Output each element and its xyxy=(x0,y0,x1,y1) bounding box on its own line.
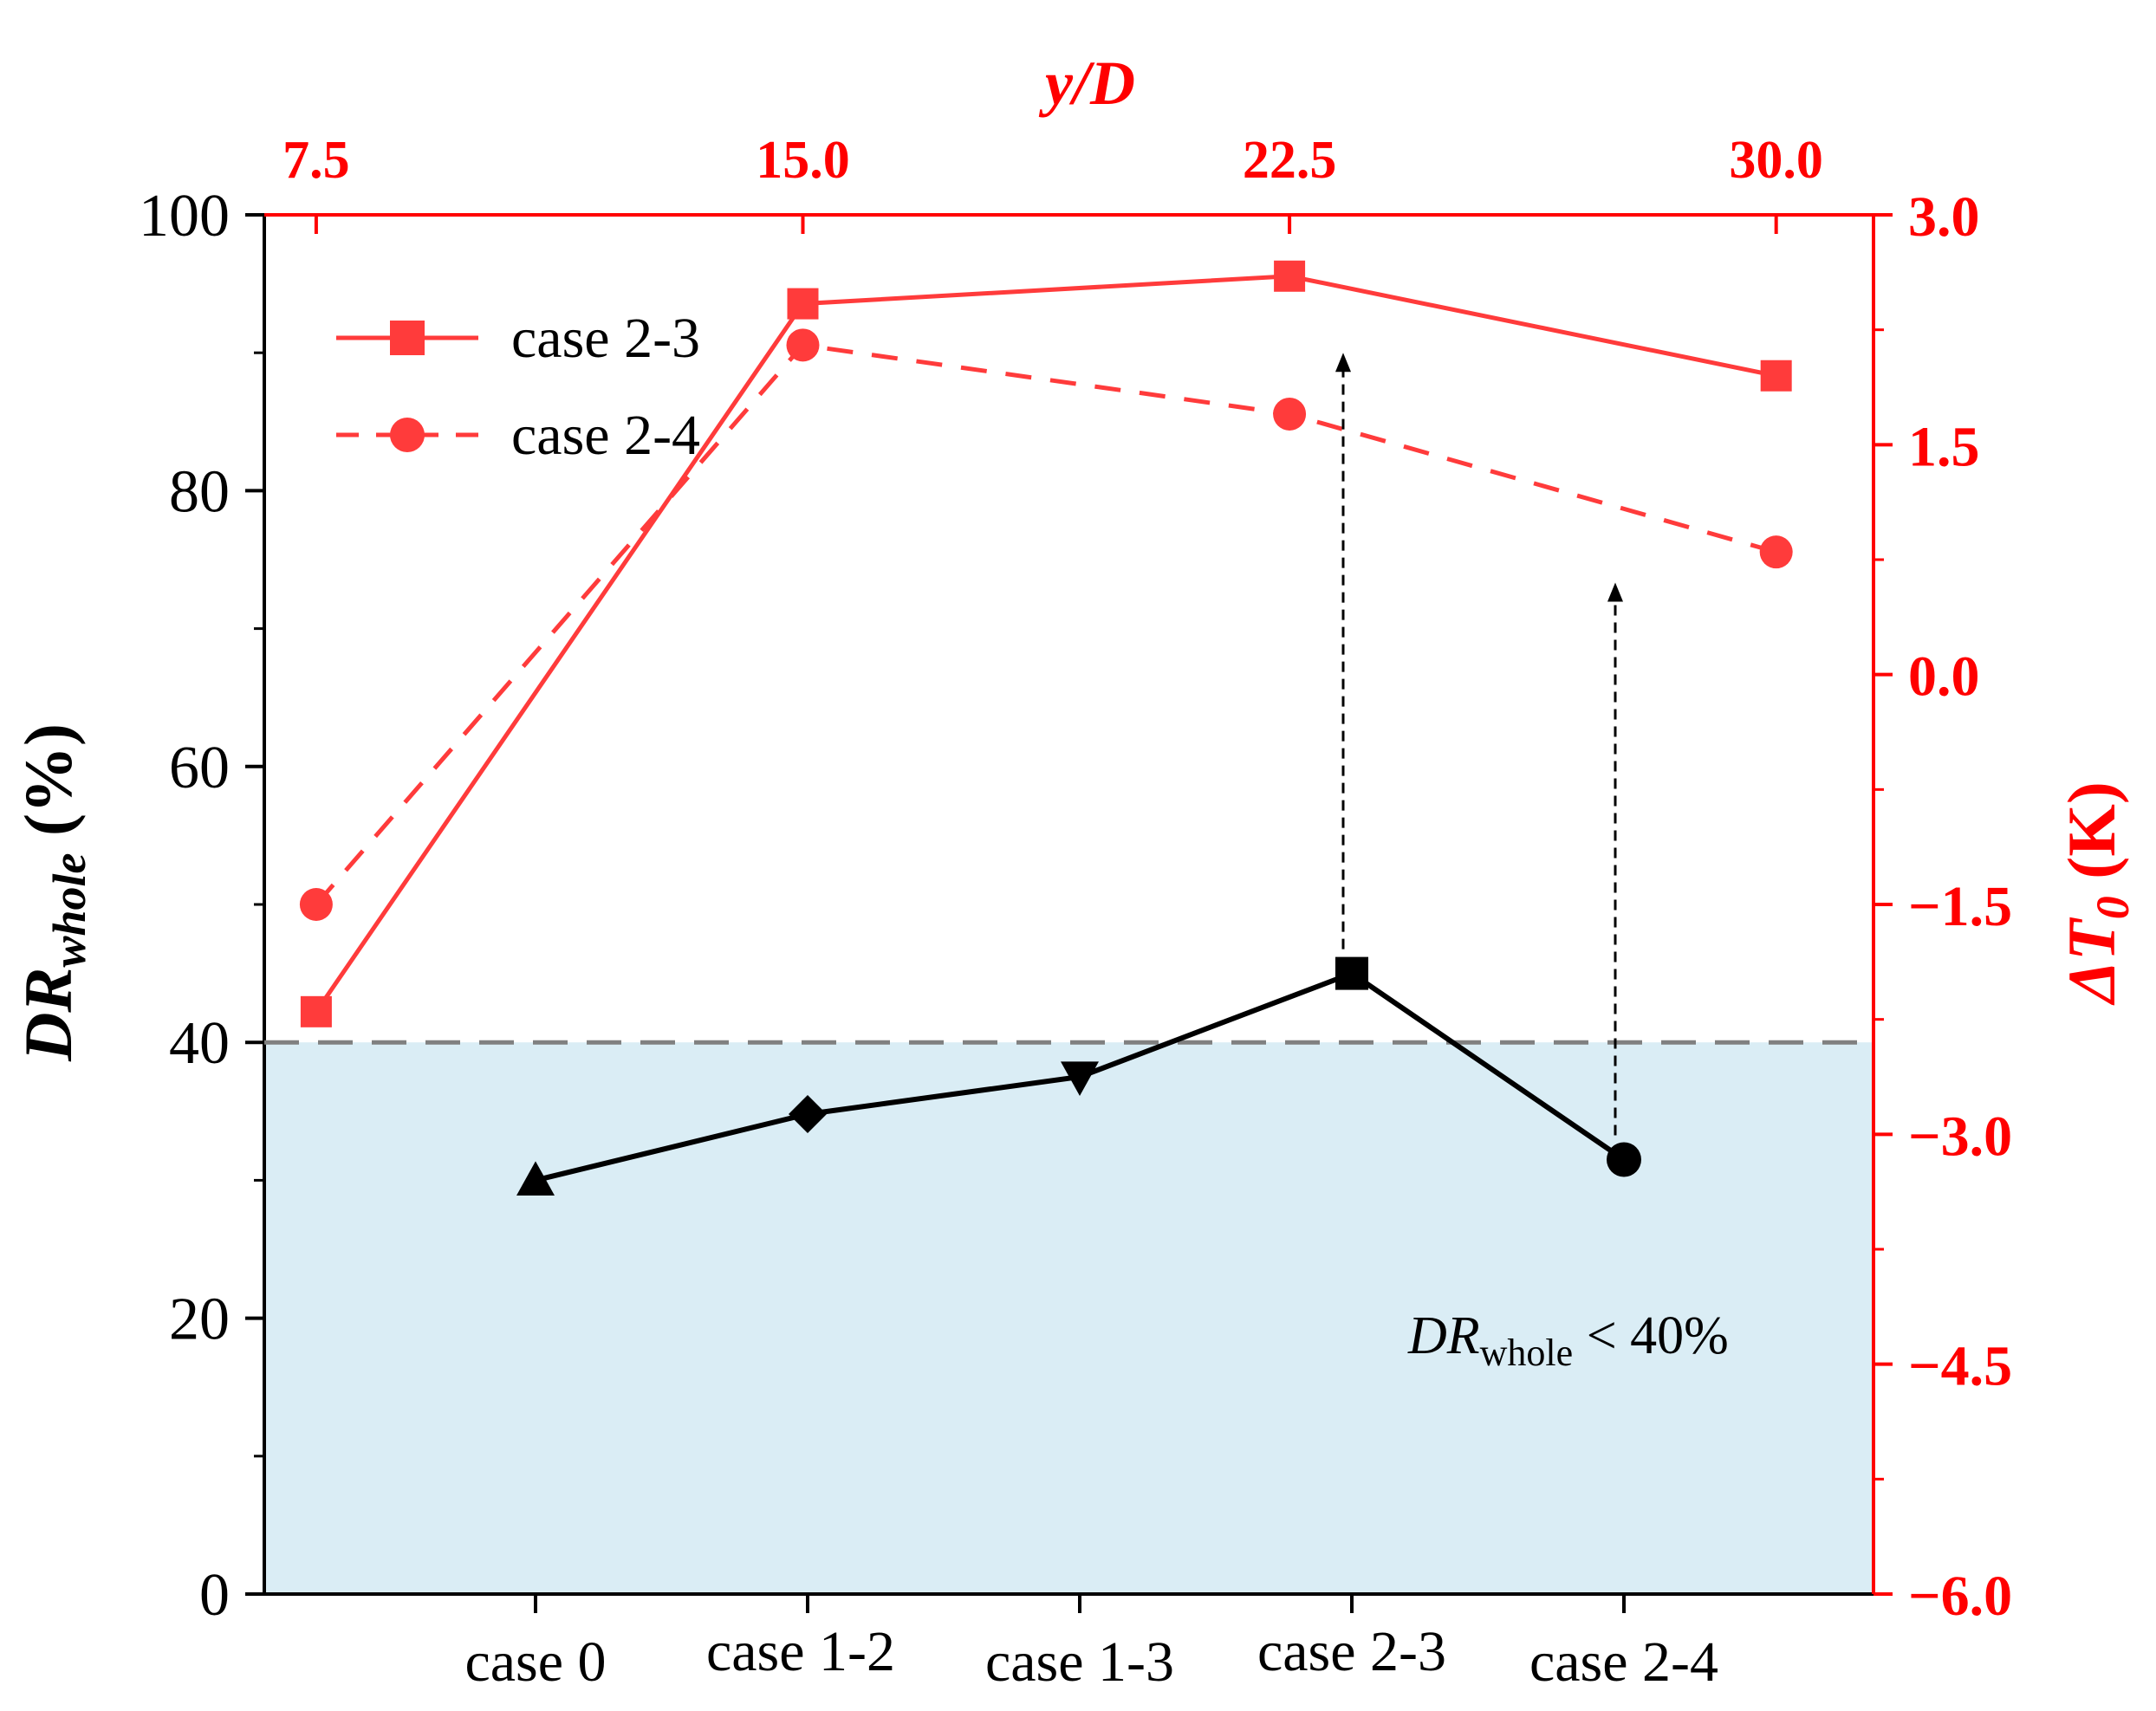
delta-t0-series xyxy=(299,260,1793,1027)
bottom-tick-label: case 0 xyxy=(464,1630,606,1694)
left-axis-title-unit: (%) xyxy=(10,723,86,852)
bottom-tick-label: case 2-4 xyxy=(1529,1630,1718,1694)
right-axis-ticks: 3.0 1.5 0.0 −1.5 −3.0 −4.5 −6.0 xyxy=(1874,185,2012,1628)
bottom-tick-label: case 1-3 xyxy=(985,1630,1174,1694)
right-tick-label: −1.5 xyxy=(1908,875,2012,938)
right-axis-title-main: ΔT xyxy=(2054,917,2129,1006)
bottom-axis-ticks: case 0 case 1-2 case 1-3 case 2-3 case 2-4 xyxy=(464,1594,1718,1694)
legend-marker-circle xyxy=(390,418,425,452)
delta-point-circle xyxy=(299,888,333,921)
delta-point-square xyxy=(300,995,332,1027)
left-axis-title-main: DR xyxy=(10,968,86,1062)
delta-point-square xyxy=(787,288,819,320)
delta-series-line-1 xyxy=(314,274,1777,1014)
right-tick-label: 0.0 xyxy=(1908,645,1980,709)
region-label-main: DR xyxy=(1407,1306,1480,1365)
bottom-tick-label: case 1-2 xyxy=(706,1620,895,1683)
top-tick-label: 15.0 xyxy=(756,131,850,190)
left-axis-title: DRwhole (%) xyxy=(10,723,95,1062)
top-axis-title: y/D xyxy=(1038,49,1135,118)
left-tick-label: 60 xyxy=(169,735,230,801)
delta-point-square xyxy=(1274,260,1306,292)
delta-point-circle xyxy=(1273,397,1307,431)
delta-point-circle xyxy=(786,328,820,362)
dr-point-triangle-up xyxy=(516,1161,555,1196)
region-label-sub: whole xyxy=(1480,1332,1574,1374)
legend: case 2-3 case 2-4 xyxy=(336,307,700,467)
left-tick-label: 80 xyxy=(169,458,230,525)
dr-whole-series xyxy=(516,956,1641,1196)
threshold-shaded-region xyxy=(264,1042,1874,1594)
delta-point-circle xyxy=(1759,535,1793,569)
dr-point-triangle-down xyxy=(1061,1061,1099,1096)
right-tick-label: 1.5 xyxy=(1908,415,1980,478)
legend-marker-square xyxy=(390,321,425,355)
left-axis-ticks: 0 20 40 60 80 100 xyxy=(139,183,264,1629)
top-axis-ticks: 7.5 15.0 22.5 30.0 xyxy=(282,131,1823,234)
annotation-arrow-head xyxy=(1607,582,1623,602)
legend-label-case-2-4: case 2-4 xyxy=(511,404,700,467)
right-axis-title-sub: 0 xyxy=(2087,896,2139,919)
right-axis-title-unit: (K) xyxy=(2054,781,2129,896)
annotation-arrow-head xyxy=(1335,353,1351,373)
top-tick-label: 22.5 xyxy=(1243,131,1337,190)
left-tick-label: 100 xyxy=(139,183,230,250)
delta-point-square xyxy=(1760,360,1792,392)
dr-point-diamond xyxy=(789,1094,827,1133)
right-tick-label: −4.5 xyxy=(1908,1335,2012,1398)
bottom-tick-label: case 2-3 xyxy=(1257,1620,1446,1683)
top-tick-label: 7.5 xyxy=(282,131,350,190)
dr-point-circle xyxy=(1607,1142,1641,1177)
delta-series-line-2 xyxy=(315,342,1777,906)
right-tick-label: −3.0 xyxy=(1908,1105,2012,1168)
threshold-region-label: DRwhole < 40% xyxy=(1407,1306,1729,1374)
left-tick-label: 0 xyxy=(199,1562,230,1629)
left-axis-title-sub: whole xyxy=(43,853,95,968)
dr-point-square xyxy=(1335,956,1368,990)
left-tick-label: 40 xyxy=(169,1010,230,1077)
right-tick-label: 3.0 xyxy=(1908,185,1980,249)
left-tick-label: 20 xyxy=(169,1286,230,1353)
region-label-tail: < 40% xyxy=(1573,1306,1729,1365)
annotation-arrows xyxy=(1335,353,1623,1136)
right-tick-label: −6.0 xyxy=(1908,1565,2012,1628)
top-tick-label: 30.0 xyxy=(1729,131,1823,190)
right-axis-title: ΔT0 (K) xyxy=(2054,781,2139,1006)
legend-label-case-2-3: case 2-3 xyxy=(511,307,700,370)
